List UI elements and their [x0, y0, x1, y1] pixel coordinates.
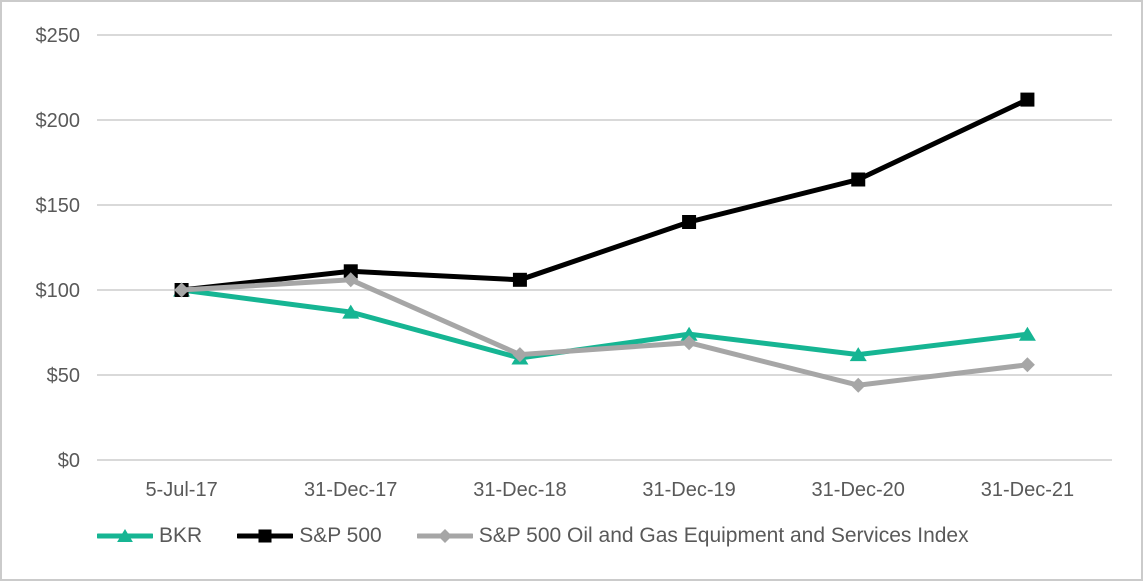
y-axis-tick-label: $250 [36, 25, 81, 47]
square-marker [512, 272, 527, 287]
series-oil-gas-index [174, 272, 1035, 393]
x-axis-tick-label: 31-Dec-17 [304, 479, 397, 501]
diamond-marker [850, 377, 866, 393]
legend-label: BKR [159, 524, 203, 547]
triangle-marker [342, 304, 360, 319]
series-line [181, 277, 1028, 388]
legend-item: BKR [97, 524, 202, 548]
triangle-marker [1018, 326, 1036, 341]
legend-square-icon [237, 529, 294, 543]
x-axis-tick-label: 31-Dec-21 [981, 479, 1074, 501]
square-marker [343, 264, 358, 279]
square-marker [682, 215, 697, 229]
diamond-marker [174, 282, 190, 298]
legend-item: S&P 500 Oil and Gas Equipment and Servic… [416, 524, 969, 548]
series-sp500 [174, 92, 1035, 297]
legend-label: S&P 500 Oil and Gas Equipment and Servic… [478, 524, 969, 547]
series-line [181, 97, 1029, 293]
legend-item: S&P 500 [237, 524, 382, 548]
square-marker [258, 529, 272, 543]
x-axis-tick-label: 31-Dec-18 [473, 479, 566, 501]
triangle-marker [117, 529, 133, 543]
y-axis-tick-label: $150 [36, 195, 81, 217]
legend-diamond-icon [416, 529, 473, 543]
series-line [181, 287, 1028, 361]
square-marker [851, 172, 866, 187]
y-axis-tick-label: $200 [36, 110, 81, 132]
y-axis-tick-label: $100 [36, 280, 81, 302]
diamond-marker [1019, 357, 1035, 373]
x-axis-tick-label: 31-Dec-19 [642, 479, 735, 501]
triangle-marker [849, 347, 867, 362]
triangle-marker [680, 326, 698, 341]
series-bkr [173, 282, 1036, 365]
legend-label: S&P 500 [299, 524, 382, 547]
chart-legend: BKR S&P 500 S&P 500 Oil and Gas Equipment … [97, 524, 969, 548]
x-axis-tick-label: 31-Dec-20 [812, 479, 905, 501]
diamond-marker [437, 529, 452, 543]
square-marker [1020, 92, 1035, 107]
diamond-marker [343, 272, 359, 288]
x-axis-tick-label: 5-Jul-17 [145, 479, 217, 501]
y-axis-tick-label: $0 [58, 450, 80, 472]
diamond-marker [512, 347, 528, 363]
diamond-marker [681, 335, 697, 351]
y-axis-tick-label: $50 [47, 365, 80, 387]
legend-triangle-icon [97, 529, 153, 543]
